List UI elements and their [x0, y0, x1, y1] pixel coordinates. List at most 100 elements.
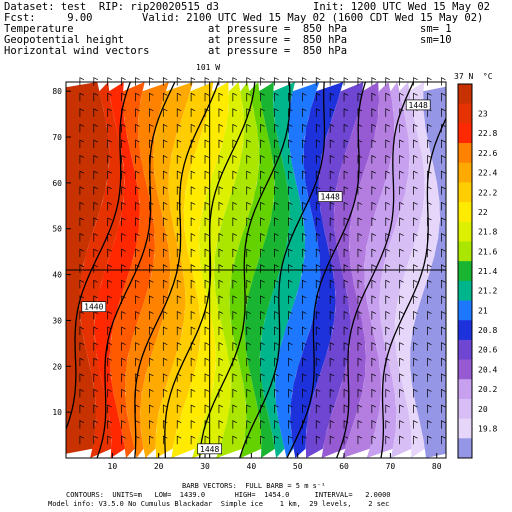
wind-barb	[441, 373, 446, 382]
wind-barb	[176, 233, 182, 242]
wind-barb	[315, 420, 321, 429]
colorbar-label: 20.4	[478, 365, 497, 374]
wind-barb	[107, 77, 112, 86]
wind-barb	[190, 388, 196, 398]
colorbar-label: 22.6	[478, 149, 497, 158]
wind-barb	[329, 404, 335, 414]
wind-barb	[204, 342, 210, 351]
axis-ticks: 10 20 30 40 50 60 70 80 10 20 30 40 50 60 70 80	[52, 87, 441, 471]
footer-contours: CONTOURS: UNITS=m LOW= 1439.0 HIGH= 1454…	[66, 491, 391, 499]
wind-barb	[149, 357, 154, 367]
wind-barb	[385, 388, 390, 398]
wind-barb	[399, 186, 404, 195]
wind-barb	[149, 435, 154, 445]
wind-barb	[176, 155, 182, 164]
wind-barb	[315, 404, 321, 414]
wind-barb	[107, 357, 112, 367]
wind-barb	[93, 139, 98, 149]
wind-barb	[329, 217, 335, 226]
wind-barb	[190, 279, 196, 289]
wind-barb	[204, 217, 210, 226]
wind-barb	[79, 217, 85, 226]
wind-barb	[413, 201, 418, 211]
wind-barb	[274, 170, 279, 180]
wind-barb	[79, 342, 85, 351]
wind-barb	[301, 92, 307, 102]
wind-barb	[301, 310, 307, 320]
wind-barb	[315, 155, 321, 164]
wind-barb	[441, 201, 446, 211]
wind-barb	[246, 170, 251, 180]
wind-barb	[107, 404, 112, 414]
wind-barb	[385, 373, 390, 382]
wind-barb	[246, 92, 251, 102]
wind-barb	[162, 420, 168, 429]
wind-barb	[260, 77, 265, 86]
wind-barb	[315, 201, 321, 211]
colorbar-label: 22	[478, 208, 488, 217]
wind-barb	[260, 233, 265, 242]
wind-barb	[149, 326, 154, 336]
wind-barb	[343, 170, 349, 180]
wind-barb	[79, 404, 85, 414]
colorbar-label: 19.8	[478, 424, 497, 433]
wind-barb	[288, 404, 293, 414]
wind-barb	[218, 435, 224, 445]
wind-barb	[274, 373, 279, 382]
wind-barb	[329, 170, 335, 180]
wind-barb	[274, 342, 279, 351]
wind-barb	[385, 248, 390, 258]
wind-barb	[135, 248, 140, 258]
wind-barb	[288, 279, 293, 289]
wind-barb	[176, 186, 182, 195]
wind-barb	[246, 326, 251, 336]
wind-barb	[149, 155, 154, 164]
contour-label: 1440	[84, 303, 103, 312]
wind-barb	[232, 170, 237, 180]
wind-barb	[357, 373, 363, 382]
wind-barb	[413, 326, 418, 336]
wind-barb	[260, 201, 265, 211]
wind-barb	[441, 279, 446, 289]
wind-barb	[274, 155, 279, 164]
wind-barb	[93, 186, 98, 195]
wind-barb	[385, 217, 390, 226]
wind-barb	[399, 420, 404, 429]
wind-barb	[190, 155, 196, 164]
wind-barb	[190, 201, 196, 211]
wind-barb	[190, 77, 196, 86]
wind-barb	[427, 279, 432, 289]
wind-barb	[232, 388, 237, 398]
wind-barb	[413, 295, 418, 304]
y-tick-label: 60	[52, 179, 62, 188]
wind-barb	[121, 248, 126, 258]
wind-barb	[176, 373, 182, 382]
colorbar-swatch	[458, 280, 472, 302]
wind-barb	[232, 420, 237, 429]
wind-barb	[274, 139, 279, 149]
wind-barb	[190, 248, 196, 258]
colorbar-swatch	[458, 320, 472, 341]
wind-barb	[288, 139, 293, 149]
wind-barb	[107, 201, 112, 211]
wind-barb	[343, 279, 349, 289]
wind-barb	[79, 295, 85, 304]
wind-barb	[260, 388, 265, 398]
wind-barb	[343, 201, 349, 211]
wind-barb	[107, 155, 112, 164]
wind-barb	[260, 186, 265, 195]
x-tick-label: 50	[293, 462, 303, 471]
x-tick-label: 20	[154, 462, 164, 471]
contour-label: 1448	[321, 193, 340, 202]
wind-barb	[260, 217, 265, 226]
wind-barb	[274, 233, 279, 242]
wind-barb	[232, 248, 237, 258]
wind-barb	[441, 310, 446, 320]
wind-barb	[427, 170, 432, 180]
colorbar-swatch	[458, 103, 472, 124]
wind-barb	[121, 435, 126, 445]
wind-barb	[371, 170, 377, 180]
wind-barb	[204, 420, 210, 429]
wind-barb	[399, 233, 404, 242]
wind-barb	[246, 373, 251, 382]
